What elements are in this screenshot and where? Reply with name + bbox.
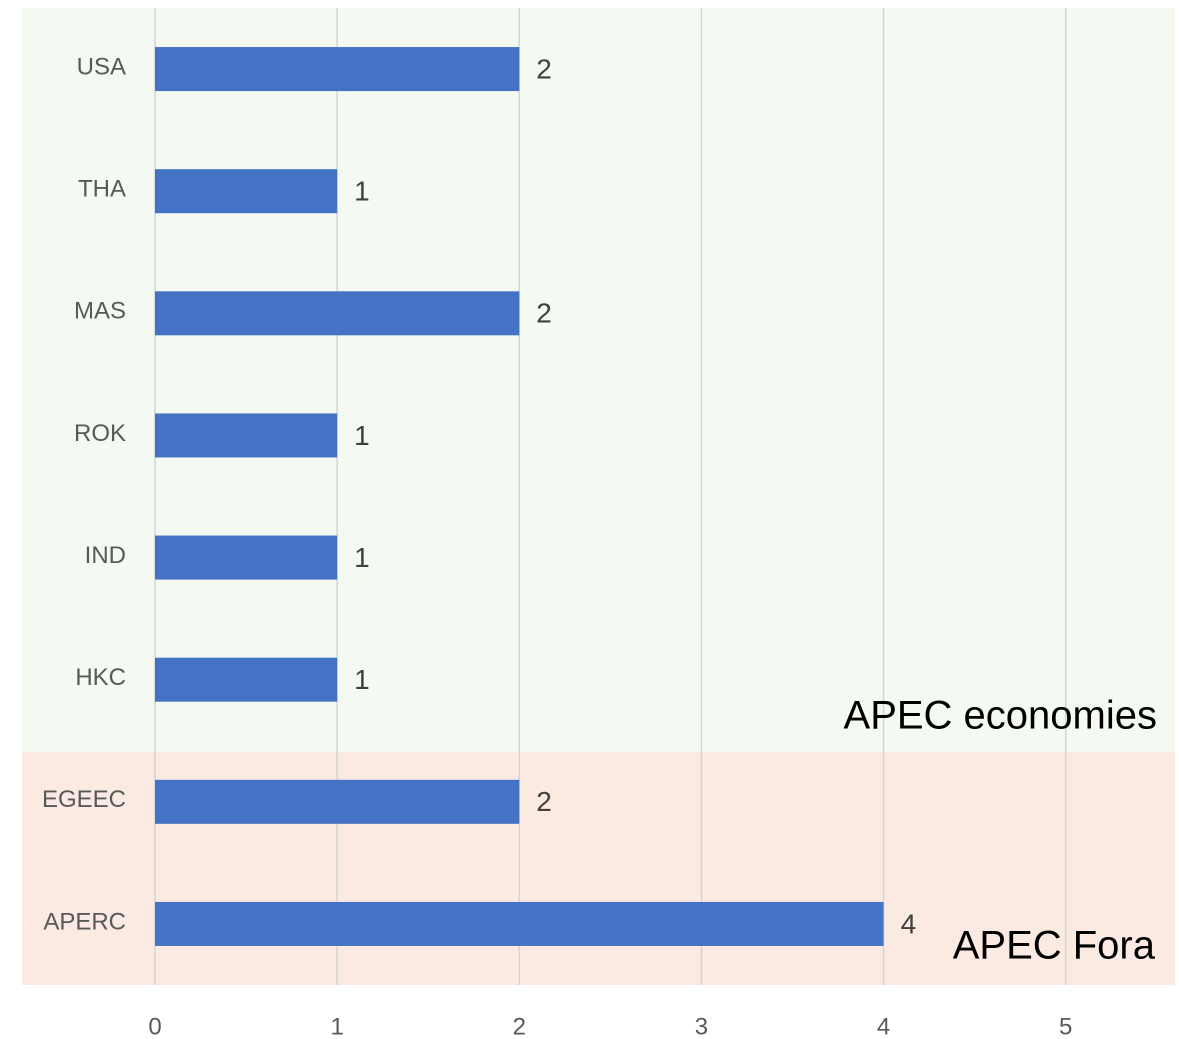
x-tick-label: 4 (877, 1013, 890, 1039)
y-tick-label: THA (78, 176, 126, 203)
group-background (22, 8, 1175, 752)
value-label: 2 (536, 298, 552, 329)
bar (155, 901, 884, 946)
y-tick-label: APERC (43, 908, 126, 935)
bar (155, 291, 520, 336)
y-tick-label: EGEEC (42, 786, 126, 813)
bar (155, 47, 520, 92)
value-label: 1 (354, 420, 370, 451)
value-label: 2 (536, 786, 552, 817)
bar (155, 657, 338, 702)
value-label: 1 (354, 664, 370, 695)
x-tick-label: 2 (513, 1013, 526, 1039)
annotation: APEC Fora (953, 924, 1156, 968)
value-label: 1 (354, 542, 370, 573)
y-tick-label: MAS (74, 298, 126, 325)
x-tick-label: 0 (148, 1013, 161, 1039)
bar (155, 535, 338, 580)
x-tick-label: 3 (695, 1013, 708, 1039)
value-label: 1 (354, 176, 370, 207)
y-tick-label: IND (85, 542, 126, 569)
y-tick-label: ROK (74, 420, 126, 447)
x-tick-label: 5 (1059, 1013, 1072, 1039)
y-tick-label: USA (77, 53, 126, 80)
annotation: APEC economies (844, 694, 1157, 738)
x-tick-label: 1 (330, 1013, 343, 1039)
bar (155, 169, 338, 214)
bar (155, 413, 338, 458)
bar (155, 779, 520, 824)
value-label: 4 (901, 908, 917, 939)
value-label: 2 (536, 53, 552, 84)
y-tick-label: HKC (75, 664, 126, 691)
